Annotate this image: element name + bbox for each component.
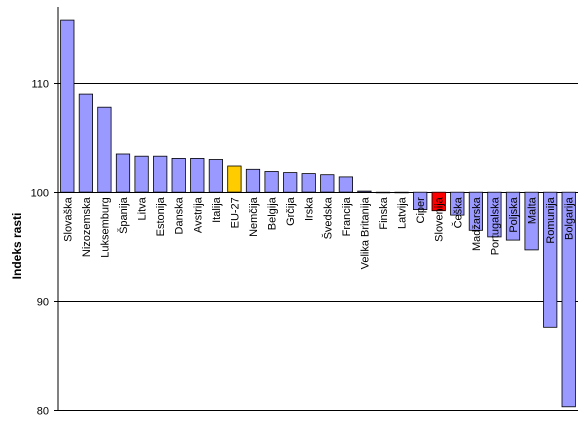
- x-category-label: Litva: [137, 196, 149, 220]
- bar-slovenija: [431, 191, 446, 212]
- x-category-label: Malta: [527, 196, 539, 224]
- bar-španija: [115, 153, 131, 193]
- bar-velika-britanija: [357, 190, 372, 193]
- bar-grčija: [283, 172, 298, 193]
- bar-avstrija: [190, 157, 205, 193]
- x-category-label: Italija: [211, 196, 223, 223]
- bar-italija: [208, 159, 223, 193]
- bar-madžarska: [468, 191, 484, 231]
- bar-estonija: [153, 155, 168, 193]
- x-category-label: Španija: [117, 196, 130, 234]
- x-category-label: Bolgarija: [564, 196, 576, 240]
- x-category-label: EU-27: [229, 197, 241, 228]
- bar-slovaška: [60, 19, 75, 193]
- y-tick-labels: 80 90 100 110: [31, 79, 58, 418]
- bar-latvija: [394, 191, 409, 194]
- bar-belgija: [264, 171, 279, 193]
- x-category-label: Danska: [174, 196, 186, 234]
- x-category-label: Latvija: [397, 196, 409, 229]
- x-category-label: Madžarska: [471, 196, 483, 251]
- x-category-label: Luksemburg: [99, 197, 111, 258]
- bar-nemčija: [245, 168, 261, 193]
- bar-bolgarija: [561, 191, 576, 408]
- x-category-label: Irska: [304, 196, 316, 221]
- x-category-label: Francija: [341, 196, 353, 236]
- category-labels: Slovaška Nizozemska Luksemburg Španija Litva…: [62, 196, 575, 269]
- x-category-label: Romunija: [545, 196, 557, 243]
- x-category-label: Finska: [378, 196, 390, 229]
- bar-finska: [375, 191, 391, 194]
- bar-francija: [338, 176, 354, 193]
- bar-švedska: [320, 174, 335, 193]
- bar-romunija: [543, 191, 558, 328]
- bar-irska: [301, 173, 316, 193]
- bar-eu-27: [227, 165, 242, 193]
- y-tick-label: 80: [37, 406, 49, 418]
- bar-luksemburg: [97, 106, 112, 193]
- gridlines: [58, 83, 578, 411]
- x-category-label: Estonija: [155, 196, 167, 236]
- y-tick-label: 100: [31, 188, 49, 200]
- x-category-label: Belgija: [267, 196, 279, 230]
- x-category-label: Švedska: [321, 196, 334, 239]
- x-category-label: Portugalska: [489, 196, 501, 255]
- bar-češka: [450, 191, 465, 216]
- x-category-label: Nizozemska: [81, 196, 93, 257]
- x-category-label: Grčija: [285, 196, 297, 226]
- bar-ciper: [413, 191, 428, 210]
- x-category-label: Velika Britanija: [359, 196, 371, 269]
- bar-nizozemska: [78, 93, 93, 193]
- y-tick-label: 110: [31, 79, 49, 91]
- x-category-label: Slovenija: [434, 196, 446, 242]
- x-category-label: Avstrija: [192, 196, 204, 233]
- x-category-label: Poljska: [508, 196, 520, 232]
- bar-litva: [134, 155, 149, 193]
- bars: [60, 19, 576, 408]
- x-category-label: Češka: [451, 196, 464, 228]
- x-category-label: Ciper: [415, 197, 427, 224]
- x-category-label: Nemčija: [248, 196, 260, 237]
- bar-portugalska: [487, 191, 502, 238]
- bar-poljska: [505, 191, 521, 241]
- y-axis-title: Indeks rasti: [10, 213, 24, 280]
- bar-danska: [171, 157, 186, 193]
- y-tick-label: 90: [37, 297, 49, 309]
- bar-malta: [524, 191, 539, 251]
- x-category-label: Slovaška: [62, 196, 74, 242]
